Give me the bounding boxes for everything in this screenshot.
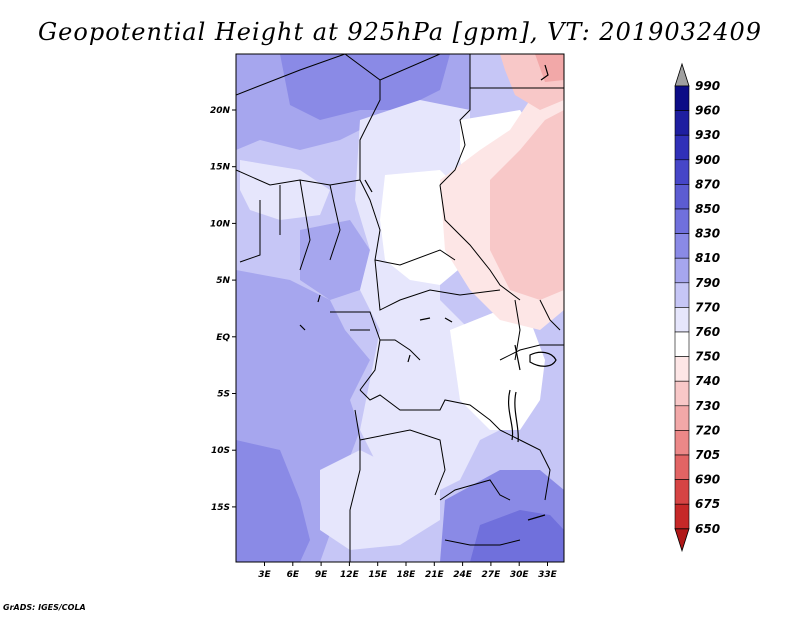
colorbar-swatch [674,233,690,259]
colorbar-swatch [674,257,690,284]
water-features [299,64,557,521]
colorbar-label: 960 [695,104,720,118]
x-tick-label: 18E [397,570,417,580]
colorbar-label: 810 [695,251,720,265]
field-region-sahel-light [240,160,330,220]
country-borders [236,54,564,562]
x-tick-label: 27E [482,570,502,580]
y-tick-label: 15N [210,163,231,173]
colorbar-label: 730 [695,399,720,413]
colorbar-label: 720 [695,423,720,437]
colorbar-label: 675 [695,497,720,511]
colorbar-swatch [674,307,690,333]
field-region-760-east [450,310,545,430]
colorbar-label: 900 [695,153,720,167]
field-region-southeast-darker [470,510,564,562]
field-region-coast-dark [236,440,310,562]
colorbar-swatch [674,430,690,456]
colorbar-label: 760 [695,325,720,339]
x-tick-label: 12E [340,570,360,580]
y-axis: 20N 15N 10N 5N EQ 5S 10S 15S [210,106,236,513]
y-tick-label: 10S [211,446,230,456]
y-tick-label: 5S [217,390,230,400]
y-tick-label: EQ [216,333,230,343]
colorbar-swatch [674,110,690,136]
y-tick-label: 10N [210,219,231,229]
x-tick-label: 15E [368,570,388,580]
colorbar-label: 750 [695,350,720,364]
colorbar-swatch [674,405,690,431]
colorbar-label: 790 [695,276,720,290]
x-tick-label: 21E [425,570,445,580]
colorbar-bottom-cap [674,528,690,553]
colorbar-label: 870 [695,177,720,191]
colorbar-swatch [674,380,690,407]
colorbar-swatch [674,85,690,111]
colorbar-swatch [674,331,690,357]
colorbar-swatch [674,479,690,505]
colorbar-label: 770 [695,300,720,314]
colorbar-swatch [674,184,690,210]
map-panel [236,54,564,562]
colorbar-swatch [674,454,690,480]
colorbar-swatch [674,356,690,382]
x-axis: 3E 6E 9E 12E 15E 18E 21E 24E 27E 30E 33E [258,562,558,580]
colorbar-swatch [674,282,690,308]
colorbar-label: 850 [695,202,720,216]
x-tick-label: 6E [287,570,300,580]
field-region-730 [535,54,564,82]
colorbar: 990 960 930 900 870 850 830 810 790 770 760 750 740 7… [674,62,720,553]
x-tick-label: 33E [538,570,558,580]
map-frame [235,53,565,563]
colorbar-swatch [674,134,690,161]
colorbar-label: 830 [695,227,720,241]
x-tick-label: 30E [510,570,530,580]
x-tick-label: 3E [258,570,271,580]
colorbar-swatch [674,159,690,185]
colorbar-swatch [674,503,690,530]
colorbar-label: 690 [695,473,720,487]
colorbar-label: 990 [695,79,720,93]
colorbar-label: 705 [695,448,720,462]
colorbar-label: 930 [695,128,720,142]
y-tick-label: 5N [216,276,230,286]
x-tick-label: 9E [315,570,328,580]
chart-title: Geopotential Height at 925hPa [gpm], VT:… [38,18,762,46]
colorbar-swatch [674,208,690,234]
colorbar-top-cap [674,62,690,87]
footer-credit: GrADS: IGES/COLA [3,603,86,612]
colorbar-label: 650 [695,522,720,536]
colorbar-label: 740 [695,374,720,388]
x-tick-label: 24E [453,570,473,580]
y-tick-label: 20N [210,106,231,116]
y-tick-label: 15S [211,503,230,513]
field-region-gulf [300,220,370,300]
field-region-740 [490,110,564,300]
